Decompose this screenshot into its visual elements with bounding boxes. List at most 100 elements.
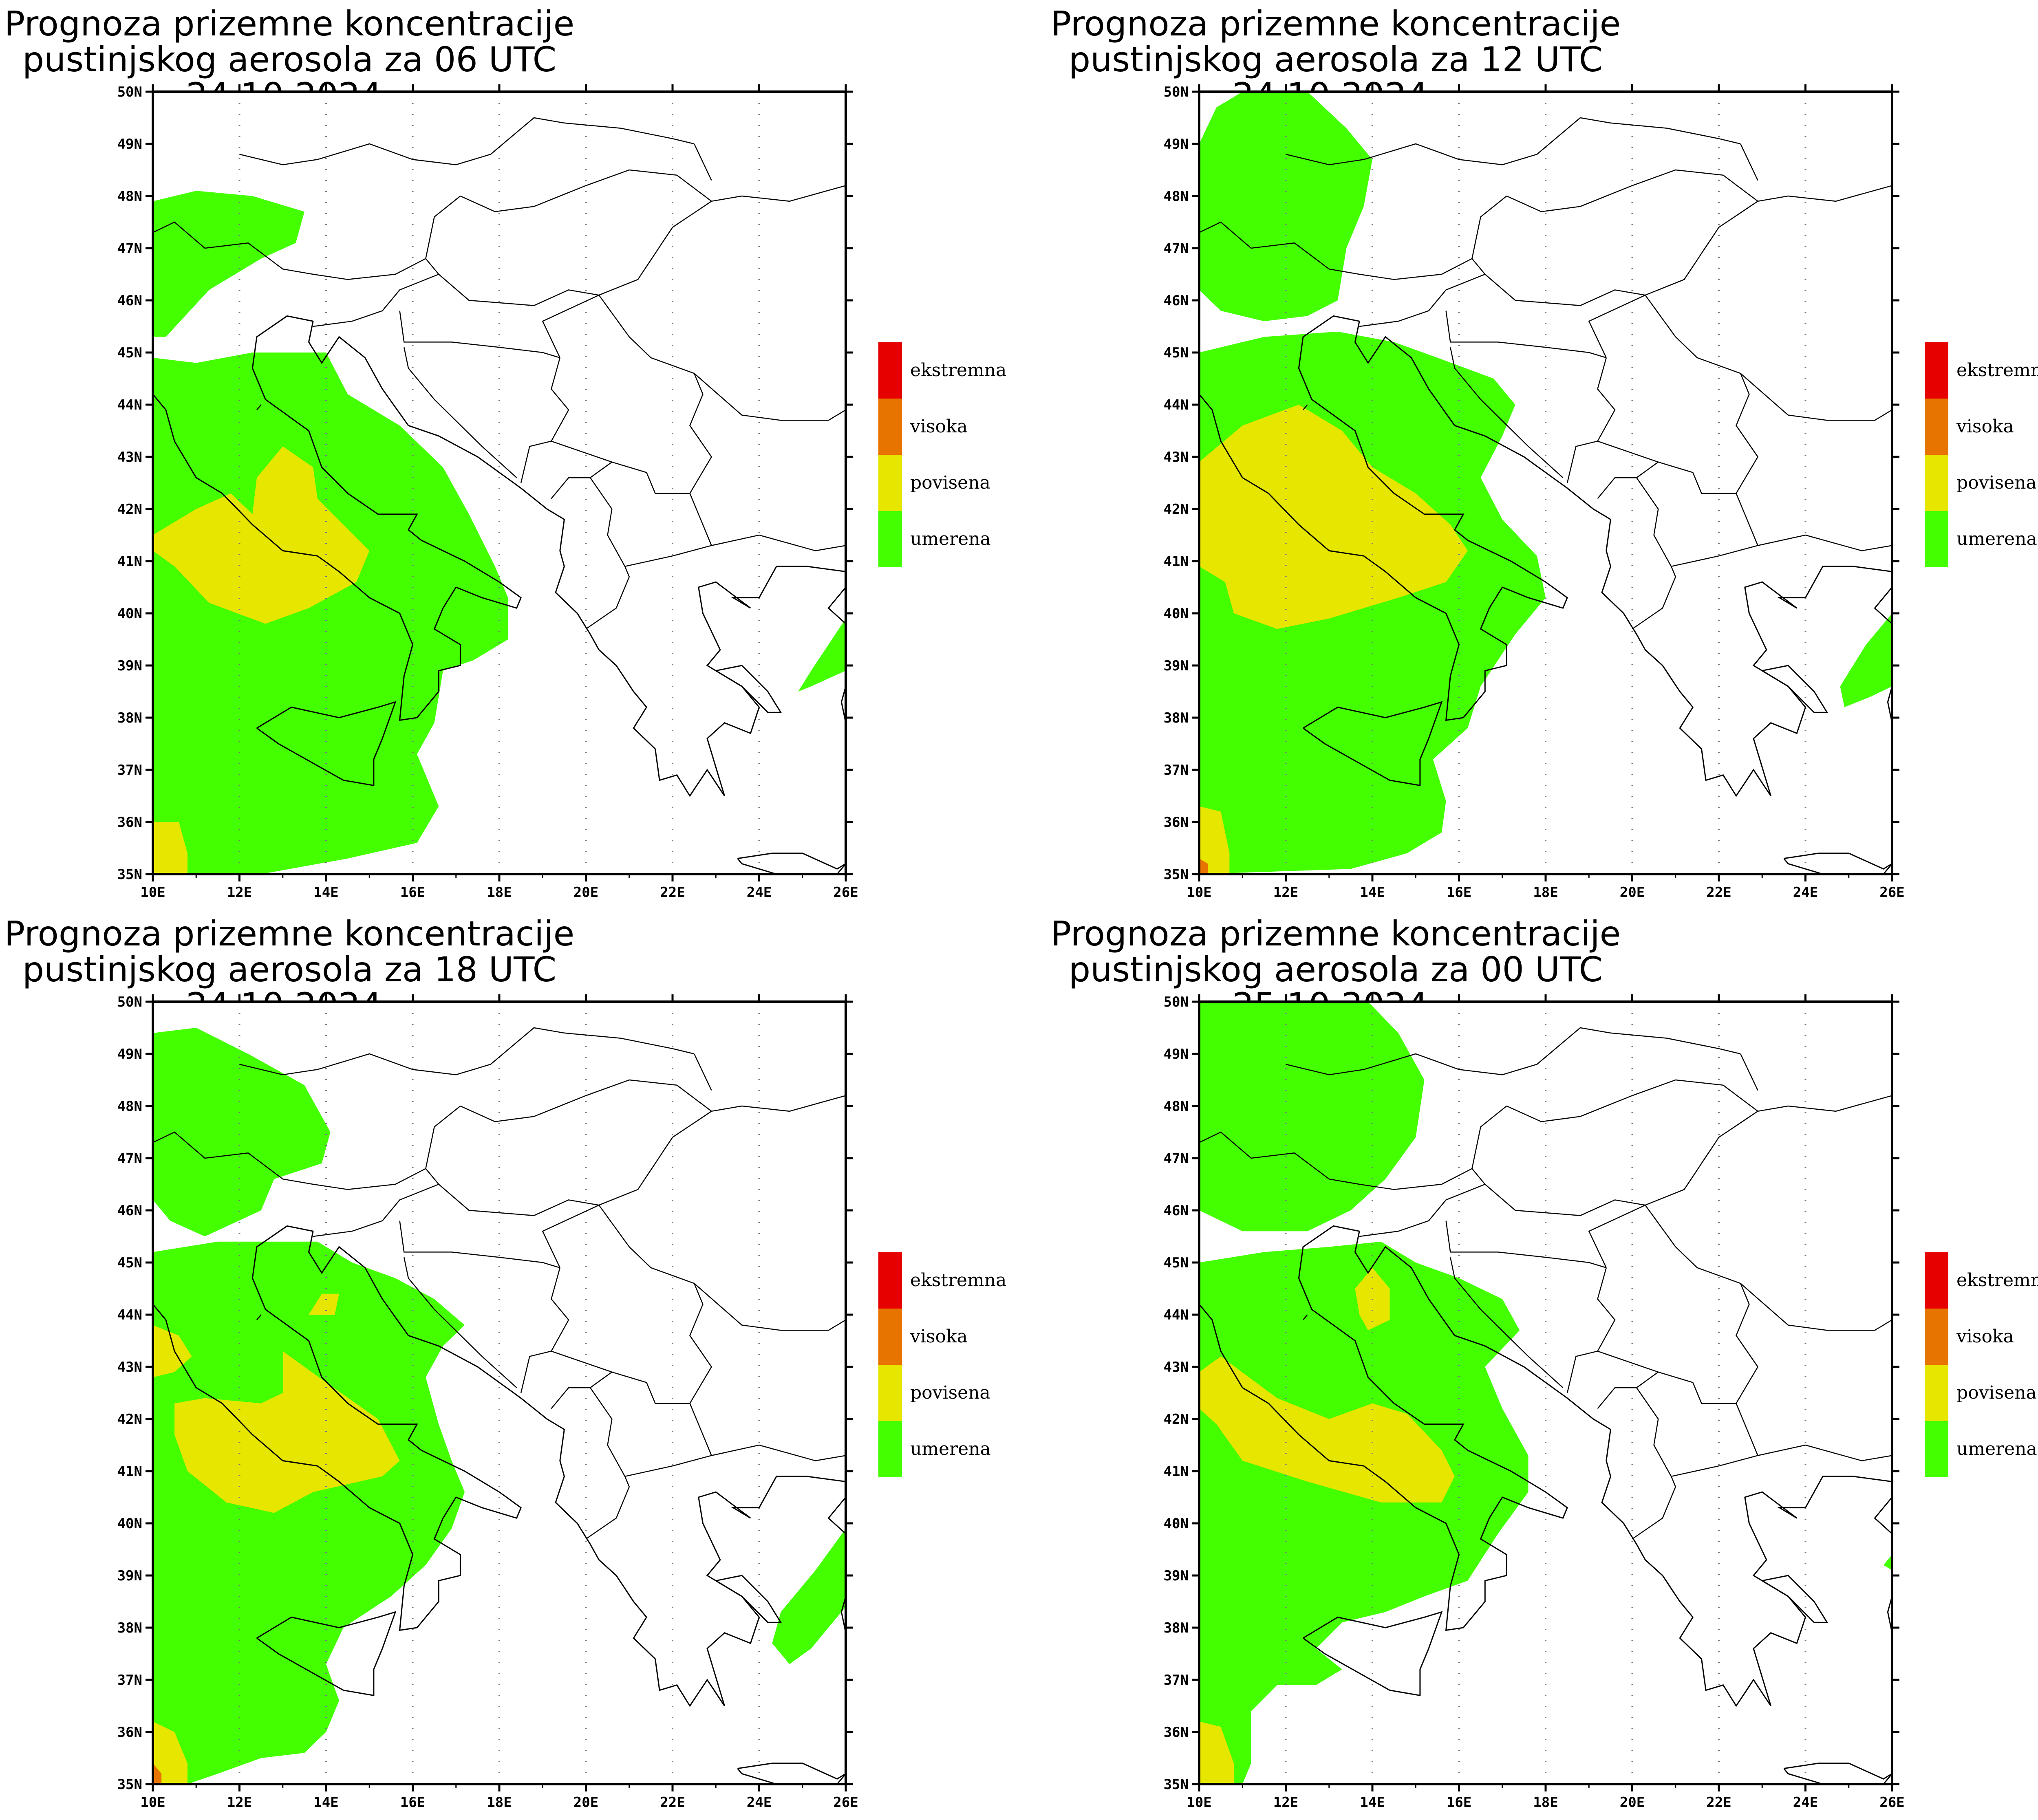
country-border [425, 201, 712, 306]
country-border [1286, 117, 1741, 165]
lon-tick-label: 10E [1187, 884, 1211, 901]
lon-tick-label: 22E [1706, 1794, 1731, 1811]
lat-tick-label: 50N [117, 84, 142, 100]
legend: ekstremna visoka povisena umerena [878, 342, 1006, 567]
legend-swatch-ekstremna [1925, 1252, 1948, 1309]
coastline [1199, 1225, 1568, 1631]
country-border [1445, 1221, 1607, 1268]
legend: ekstremna visoka povisena umerena [878, 1252, 1006, 1477]
lon-tick-label: 14E [1360, 884, 1385, 901]
coastline [153, 1225, 522, 1631]
concentration-area-povisena [174, 1351, 400, 1513]
lat-tick-label: 46N [117, 1203, 142, 1219]
coastline [827, 1497, 846, 1534]
country-border [1736, 493, 1758, 546]
lon-tick-label: 16E [400, 884, 425, 901]
lat-tick-label: 47N [1164, 1150, 1189, 1167]
lat-tick-label: 45N [117, 1255, 142, 1271]
concentration-area-umerena [1883, 1554, 1892, 1571]
country-border [1303, 404, 1308, 410]
lat-tick-label: 42N [117, 501, 142, 518]
country-border [1359, 196, 1507, 280]
lat-tick-label: 43N [117, 1359, 142, 1375]
legend: ekstremna visoka povisena umerena [1925, 342, 2038, 567]
lon-tick-label: 14E [313, 1794, 338, 1811]
country-border [693, 143, 712, 181]
lon-tick-label: 18E [1533, 884, 1558, 901]
country-border [1758, 1095, 1892, 1112]
coastline [737, 1763, 846, 1784]
country-border [598, 295, 712, 494]
coastline [827, 587, 846, 624]
country-border [1359, 273, 1485, 327]
country-border [711, 1095, 846, 1112]
country-border [551, 441, 613, 499]
concentration-area-povisena [153, 822, 187, 874]
concentration-area-povisena [1199, 1721, 1234, 1784]
lat-tick-label: 38N [117, 1620, 142, 1636]
lat-tick-label: 35N [1164, 1776, 1189, 1793]
country-border [256, 1314, 262, 1320]
country-border [694, 1283, 846, 1331]
map-12utc: 50N 49N 48N 47N 46N 45N 44N 43N 42N 41N 40N 39N 38N 3… [1164, 84, 2038, 901]
country-border [239, 1027, 695, 1075]
country-border [1566, 1267, 1616, 1393]
country-border [598, 1205, 712, 1404]
country-border [1658, 1371, 1736, 1404]
concentration-area-umerena [153, 1028, 331, 1236]
country-border [313, 273, 439, 327]
coastline [1354, 321, 1892, 797]
concentration-area-umerena [1199, 92, 1372, 322]
country-border [1758, 185, 1892, 202]
country-border [1450, 347, 1564, 478]
lon-tick-label: 20E [1620, 1794, 1645, 1811]
coastline [1783, 1763, 1892, 1784]
concentration-area-umerena [798, 618, 846, 692]
country-border [1450, 1257, 1564, 1388]
lat-tick-label: 37N [117, 1672, 142, 1688]
coastline [1783, 853, 1892, 874]
country-border [1645, 1205, 1759, 1404]
map-18utc: 50N 49N 48N 47N 46N 45N 44N 43N 42N 41N 40N 39N 38N 3… [117, 994, 1007, 1811]
legend-label-umerena: umerena [1956, 529, 2037, 549]
legend-swatch-umerena [1925, 511, 1948, 567]
country-border [1506, 169, 1758, 212]
lat-tick-label: 42N [1164, 501, 1189, 518]
coastline [1199, 315, 1568, 721]
lat-tick-label: 39N [1164, 1568, 1189, 1584]
country-border [399, 311, 560, 358]
forecast-panel-06utc: Prognoza prizemne koncentracije pustinjs… [0, 0, 1046, 910]
legend-swatch-visoka [878, 399, 902, 455]
lat-tick-label: 47N [117, 240, 142, 257]
country-border [1671, 1444, 1892, 1477]
lon-tick-label: 12E [227, 1794, 252, 1811]
country-border [1588, 295, 1645, 358]
lon-tick-label: 20E [573, 1794, 598, 1811]
lat-tick-label: 44N [117, 1307, 142, 1323]
lat-tick-label: 48N [1164, 1098, 1189, 1115]
lat-tick-label: 36N [1164, 1724, 1189, 1741]
lon-tick-label: 22E [660, 884, 685, 901]
lat-tick-label: 43N [1164, 1359, 1189, 1375]
country-border [1359, 1183, 1485, 1237]
coastline [840, 1596, 846, 1633]
country-border [256, 404, 262, 410]
legend-swatch-umerena [1925, 1421, 1948, 1477]
concentration-area-umerena [153, 1241, 465, 1784]
concentration-area-umerena [772, 1528, 846, 1664]
coastline [715, 665, 782, 713]
lat-tick-label: 38N [1164, 710, 1189, 726]
lon-tick-label: 26E [1879, 1794, 1904, 1811]
coastline [256, 1611, 397, 1697]
map-content [153, 1002, 846, 1784]
lon-tick-label: 22E [660, 1794, 685, 1811]
lat-tick-label: 37N [117, 762, 142, 778]
lon-tick-label: 26E [1879, 884, 1904, 901]
lon-tick-label: 20E [573, 884, 598, 901]
coastline [308, 1231, 846, 1707]
lat-tick-label: 37N [1164, 1672, 1189, 1688]
lat-tick-label: 47N [117, 1150, 142, 1167]
forecast-panel-18utc: Prognoza prizemne koncentracije pustinjs… [0, 910, 1046, 1820]
country-border [1740, 143, 1758, 181]
concentration-area-umerena [153, 191, 304, 337]
